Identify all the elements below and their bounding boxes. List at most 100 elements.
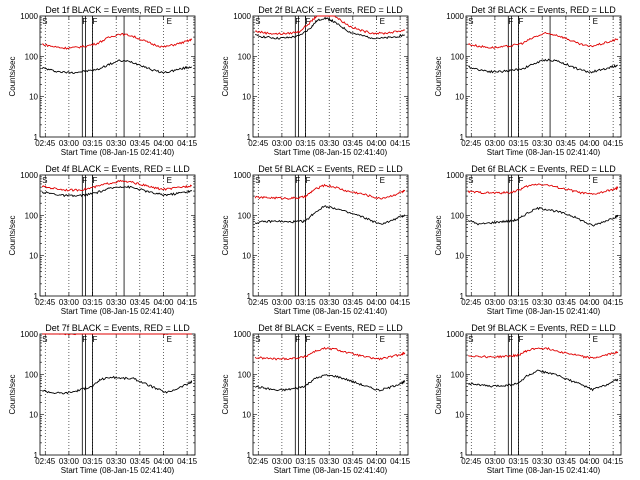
flag-label: S	[468, 335, 473, 344]
y-tick-label: 1000	[20, 330, 38, 339]
flag-label: F	[82, 176, 87, 185]
x-tick-label: 03:15	[296, 139, 317, 148]
x-tick-label: 03:30	[532, 457, 553, 466]
x-tick-label: 03:00	[59, 457, 80, 466]
series-lld	[42, 32, 193, 50]
x-tick-label: 04:00	[366, 298, 387, 307]
x-tick-label: 03:00	[59, 139, 80, 148]
x-tick-label: 03:00	[272, 298, 293, 307]
series-lld	[254, 346, 406, 361]
x-tick-label: 03:15	[509, 457, 530, 466]
panel-det-3: Det 3f BLACK = Events, RED = LLD 1 10 100 10…	[434, 5, 624, 157]
x-tick-label: 02:45	[248, 457, 269, 466]
y-tick-label: 1000	[446, 171, 464, 180]
x-tick-label: 04:15	[177, 298, 198, 307]
x-tick-label: 03:00	[485, 457, 506, 466]
y-axis-label: Counts/sec	[434, 215, 443, 255]
flag-label: F	[508, 335, 513, 344]
x-tick-label: 03:30	[532, 139, 553, 148]
flag-label: F	[306, 335, 311, 344]
flag-label: E	[380, 17, 385, 26]
panel-title: Det 7f BLACK = Events, RED = LLD	[45, 323, 190, 333]
flag-label: F	[508, 176, 513, 185]
y-tick-label: 10	[242, 252, 251, 261]
y-tick-label: 100	[451, 370, 465, 379]
x-tick-label: 03:30	[106, 298, 127, 307]
y-tick-label: 100	[451, 52, 465, 61]
flag-label: E	[593, 335, 598, 344]
x-tick-label: 04:00	[579, 139, 600, 148]
y-tick-label: 1000	[446, 330, 464, 339]
x-tick-label: 02:45	[35, 298, 56, 307]
x-tick-label: 03:00	[485, 298, 506, 307]
plot-frame	[39, 174, 196, 297]
x-tick-label: 04:15	[390, 139, 411, 148]
panel-title: Det 6f BLACK = Events, RED = LLD	[471, 164, 616, 174]
y-tick-label: 100	[451, 211, 465, 220]
x-tick-label: 03:30	[106, 139, 127, 148]
series-events	[41, 59, 193, 74]
y-tick-label: 1	[34, 133, 39, 142]
x-tick-label: 02:45	[248, 139, 269, 148]
y-tick-label: 1000	[20, 12, 38, 21]
y-axis-label: Counts/sec	[221, 215, 230, 255]
series-lld	[467, 346, 619, 360]
series-events	[468, 58, 618, 74]
panel-det-9: Det 9f BLACK = Events, RED = LLD 1 10 100 10…	[434, 323, 624, 475]
panel-det-5: Det 5f BLACK = Events, RED = LLD 1 10 100 10…	[221, 164, 411, 316]
x-tick-label: 04:00	[366, 457, 387, 466]
series-lld	[254, 183, 406, 200]
panel-det-4: Det 4f BLACK = Events, RED = LLD 1 10 100 10…	[8, 164, 198, 316]
x-tick-label: 04:15	[603, 139, 624, 148]
flag-label: E	[593, 17, 598, 26]
flag-label: S	[42, 176, 47, 185]
x-tick-label: 03:00	[59, 298, 80, 307]
x-axis-label: Start Time (08-Jan-15 02:41:40)	[61, 148, 175, 157]
x-tick-label: 03:30	[319, 457, 340, 466]
flag-label: F	[295, 176, 300, 185]
y-tick-label: 100	[25, 370, 39, 379]
x-tick-label: 03:45	[556, 457, 577, 466]
y-tick-label: 10	[29, 411, 38, 420]
x-axis-label: Start Time (08-Jan-15 02:41:40)	[61, 466, 175, 475]
flag-label: S	[42, 335, 47, 344]
x-tick-label: 03:15	[83, 457, 104, 466]
x-axis-label: Start Time (08-Jan-15 02:41:40)	[487, 148, 601, 157]
flag-label: E	[593, 176, 598, 185]
x-tick-label: 03:30	[319, 298, 340, 307]
y-tick-label: 1	[247, 133, 252, 142]
series-events	[467, 369, 619, 392]
y-tick-label: 100	[238, 52, 252, 61]
panel-title: Det 2f BLACK = Events, RED = LLD	[258, 5, 403, 15]
x-tick-label: 03:45	[343, 457, 364, 466]
y-tick-label: 1	[460, 451, 465, 460]
y-tick-label: 1000	[233, 330, 251, 339]
y-tick-label: 10	[455, 252, 464, 261]
x-tick-label: 04:00	[153, 139, 174, 148]
flag-label: F	[93, 17, 98, 26]
panel-title: Det 3f BLACK = Events, RED = LLD	[471, 5, 616, 15]
y-tick-label: 1	[34, 451, 39, 460]
series-events	[41, 185, 193, 198]
series-lld	[42, 333, 192, 336]
x-axis-label: Start Time (08-Jan-15 02:41:40)	[274, 307, 388, 316]
y-tick-label: 10	[29, 93, 38, 102]
flag-label: F	[306, 176, 311, 185]
panel-title: Det 5f BLACK = Events, RED = LLD	[258, 164, 403, 174]
y-tick-label: 1000	[446, 12, 464, 21]
flag-label: F	[306, 17, 311, 26]
x-tick-label: 03:45	[556, 298, 577, 307]
series-events	[254, 205, 406, 225]
x-tick-label: 03:15	[509, 298, 530, 307]
panel-det-7: Det 7f BLACK = Events, RED = LLD 1 10 100 10…	[8, 323, 198, 475]
y-tick-label: 100	[238, 211, 252, 220]
x-tick-label: 02:45	[35, 139, 56, 148]
series-lld	[41, 179, 193, 192]
y-tick-label: 100	[25, 52, 39, 61]
x-tick-label: 02:45	[248, 298, 269, 307]
panel-det-2: Det 2f BLACK = Events, RED = LLD 1 10 100 10…	[221, 5, 411, 157]
x-tick-label: 04:15	[603, 457, 624, 466]
flag-label: F	[519, 335, 524, 344]
x-tick-label: 03:45	[343, 298, 364, 307]
